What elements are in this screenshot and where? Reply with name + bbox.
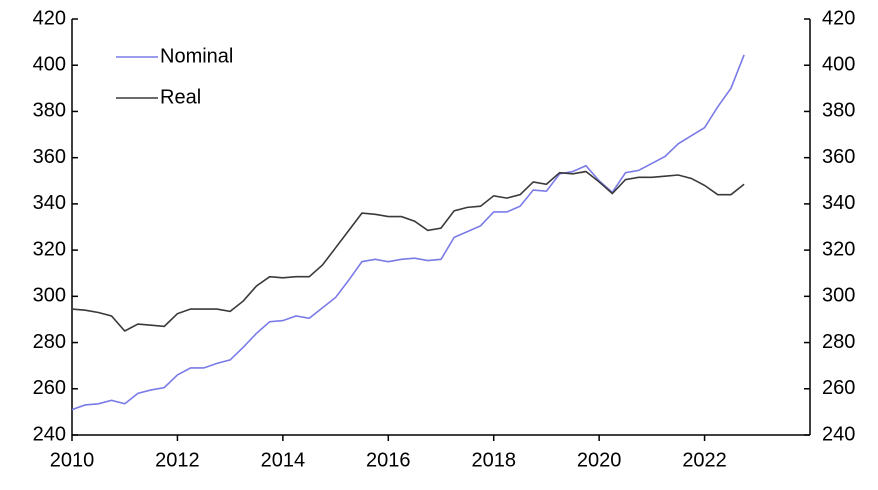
- x-tick-label: 2022: [682, 449, 727, 471]
- x-tick-label: 2018: [471, 449, 516, 471]
- y-tick-label: 380: [33, 100, 66, 122]
- y-tick-label: 280: [33, 331, 66, 353]
- x-tick-label: 2010: [50, 449, 95, 471]
- legend-label: Nominal: [160, 45, 233, 67]
- y-tick-label: 420: [33, 7, 66, 29]
- series-line: [71, 54, 745, 411]
- y2-tick-label: 360: [822, 146, 855, 168]
- series-line: [71, 170, 745, 333]
- y-tick-label: 360: [33, 146, 66, 168]
- y-tick-label: 340: [33, 192, 66, 214]
- x-tick-label: 2012: [155, 449, 200, 471]
- y-tick-label: 240: [33, 423, 66, 445]
- y2-tick-label: 300: [822, 285, 855, 307]
- y-tick-label: 320: [33, 238, 66, 260]
- y2-tick-label: 380: [822, 100, 855, 122]
- y-tick-label: 260: [33, 377, 66, 399]
- y2-tick-label: 340: [822, 192, 855, 214]
- y2-tick-label: 400: [822, 54, 855, 76]
- y-tick-label: 300: [33, 285, 66, 307]
- y2-tick-label: 240: [822, 423, 855, 445]
- legend-label: Real: [160, 86, 201, 108]
- y2-tick-label: 280: [822, 331, 855, 353]
- y2-tick-label: 260: [822, 377, 855, 399]
- y-tick-label: 400: [33, 54, 66, 76]
- y2-tick-label: 420: [822, 7, 855, 29]
- y2-tick-label: 320: [822, 238, 855, 260]
- x-tick-label: 2016: [366, 449, 411, 471]
- x-tick-label: 2020: [577, 449, 622, 471]
- x-tick-label: 2014: [261, 449, 306, 471]
